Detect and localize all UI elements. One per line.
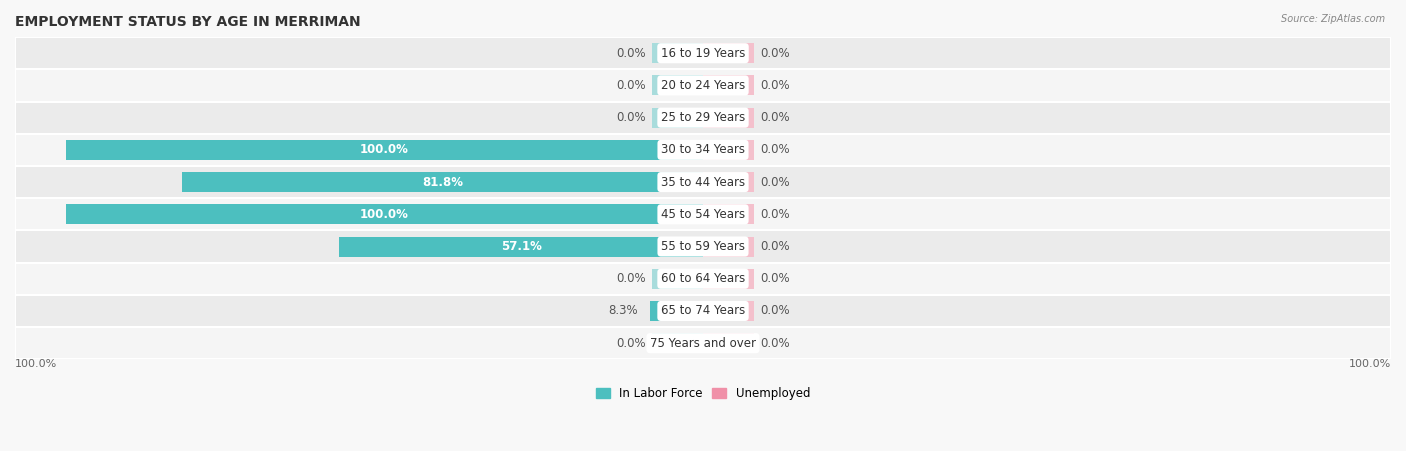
Text: 0.0%: 0.0% — [761, 208, 790, 221]
Bar — [66, 204, 703, 224]
Text: 35 to 44 Years: 35 to 44 Years — [661, 175, 745, 189]
Text: 0.0%: 0.0% — [761, 240, 790, 253]
Bar — [652, 75, 703, 96]
Bar — [703, 204, 754, 224]
Text: 0.0%: 0.0% — [616, 336, 645, 350]
Text: 81.8%: 81.8% — [422, 175, 463, 189]
Bar — [703, 108, 754, 128]
Text: 8.3%: 8.3% — [607, 304, 637, 318]
Text: Source: ZipAtlas.com: Source: ZipAtlas.com — [1281, 14, 1385, 23]
Bar — [15, 230, 1391, 262]
Text: 100.0%: 100.0% — [15, 359, 58, 369]
Bar — [15, 166, 1391, 198]
Bar — [703, 172, 754, 192]
Bar — [652, 108, 703, 128]
Bar — [703, 236, 754, 257]
Bar — [652, 269, 703, 289]
Text: 0.0%: 0.0% — [761, 47, 790, 60]
Bar — [15, 134, 1391, 166]
Text: 65 to 74 Years: 65 to 74 Years — [661, 304, 745, 318]
Text: 0.0%: 0.0% — [616, 79, 645, 92]
Text: 57.1%: 57.1% — [501, 240, 541, 253]
Text: 0.0%: 0.0% — [616, 47, 645, 60]
Bar — [15, 198, 1391, 230]
Bar — [650, 301, 703, 321]
Bar — [15, 295, 1391, 327]
Bar — [15, 327, 1391, 359]
Text: 0.0%: 0.0% — [761, 79, 790, 92]
Text: 0.0%: 0.0% — [761, 336, 790, 350]
Bar — [652, 333, 703, 353]
Text: 0.0%: 0.0% — [761, 304, 790, 318]
Bar — [703, 301, 754, 321]
Text: 45 to 54 Years: 45 to 54 Years — [661, 208, 745, 221]
Bar — [15, 69, 1391, 101]
Bar — [703, 140, 754, 160]
Text: 60 to 64 Years: 60 to 64 Years — [661, 272, 745, 285]
Bar — [181, 172, 703, 192]
Text: 100.0%: 100.0% — [360, 208, 409, 221]
Text: EMPLOYMENT STATUS BY AGE IN MERRIMAN: EMPLOYMENT STATUS BY AGE IN MERRIMAN — [15, 15, 360, 29]
Text: 0.0%: 0.0% — [761, 143, 790, 156]
Bar — [703, 43, 754, 63]
Bar — [339, 236, 703, 257]
Bar — [66, 140, 703, 160]
Bar — [652, 43, 703, 63]
Text: 16 to 19 Years: 16 to 19 Years — [661, 47, 745, 60]
Bar — [15, 101, 1391, 134]
Text: 100.0%: 100.0% — [1348, 359, 1391, 369]
Text: 0.0%: 0.0% — [616, 111, 645, 124]
Text: 25 to 29 Years: 25 to 29 Years — [661, 111, 745, 124]
Legend: In Labor Force, Unemployed: In Labor Force, Unemployed — [591, 382, 815, 405]
Text: 20 to 24 Years: 20 to 24 Years — [661, 79, 745, 92]
Text: 55 to 59 Years: 55 to 59 Years — [661, 240, 745, 253]
Text: 0.0%: 0.0% — [761, 175, 790, 189]
Bar — [703, 75, 754, 96]
Text: 75 Years and over: 75 Years and over — [650, 336, 756, 350]
Bar — [703, 333, 754, 353]
Text: 100.0%: 100.0% — [360, 143, 409, 156]
Text: 0.0%: 0.0% — [761, 111, 790, 124]
Text: 0.0%: 0.0% — [616, 272, 645, 285]
Bar — [15, 262, 1391, 295]
Bar — [15, 37, 1391, 69]
Text: 30 to 34 Years: 30 to 34 Years — [661, 143, 745, 156]
Text: 0.0%: 0.0% — [761, 272, 790, 285]
Bar — [703, 269, 754, 289]
